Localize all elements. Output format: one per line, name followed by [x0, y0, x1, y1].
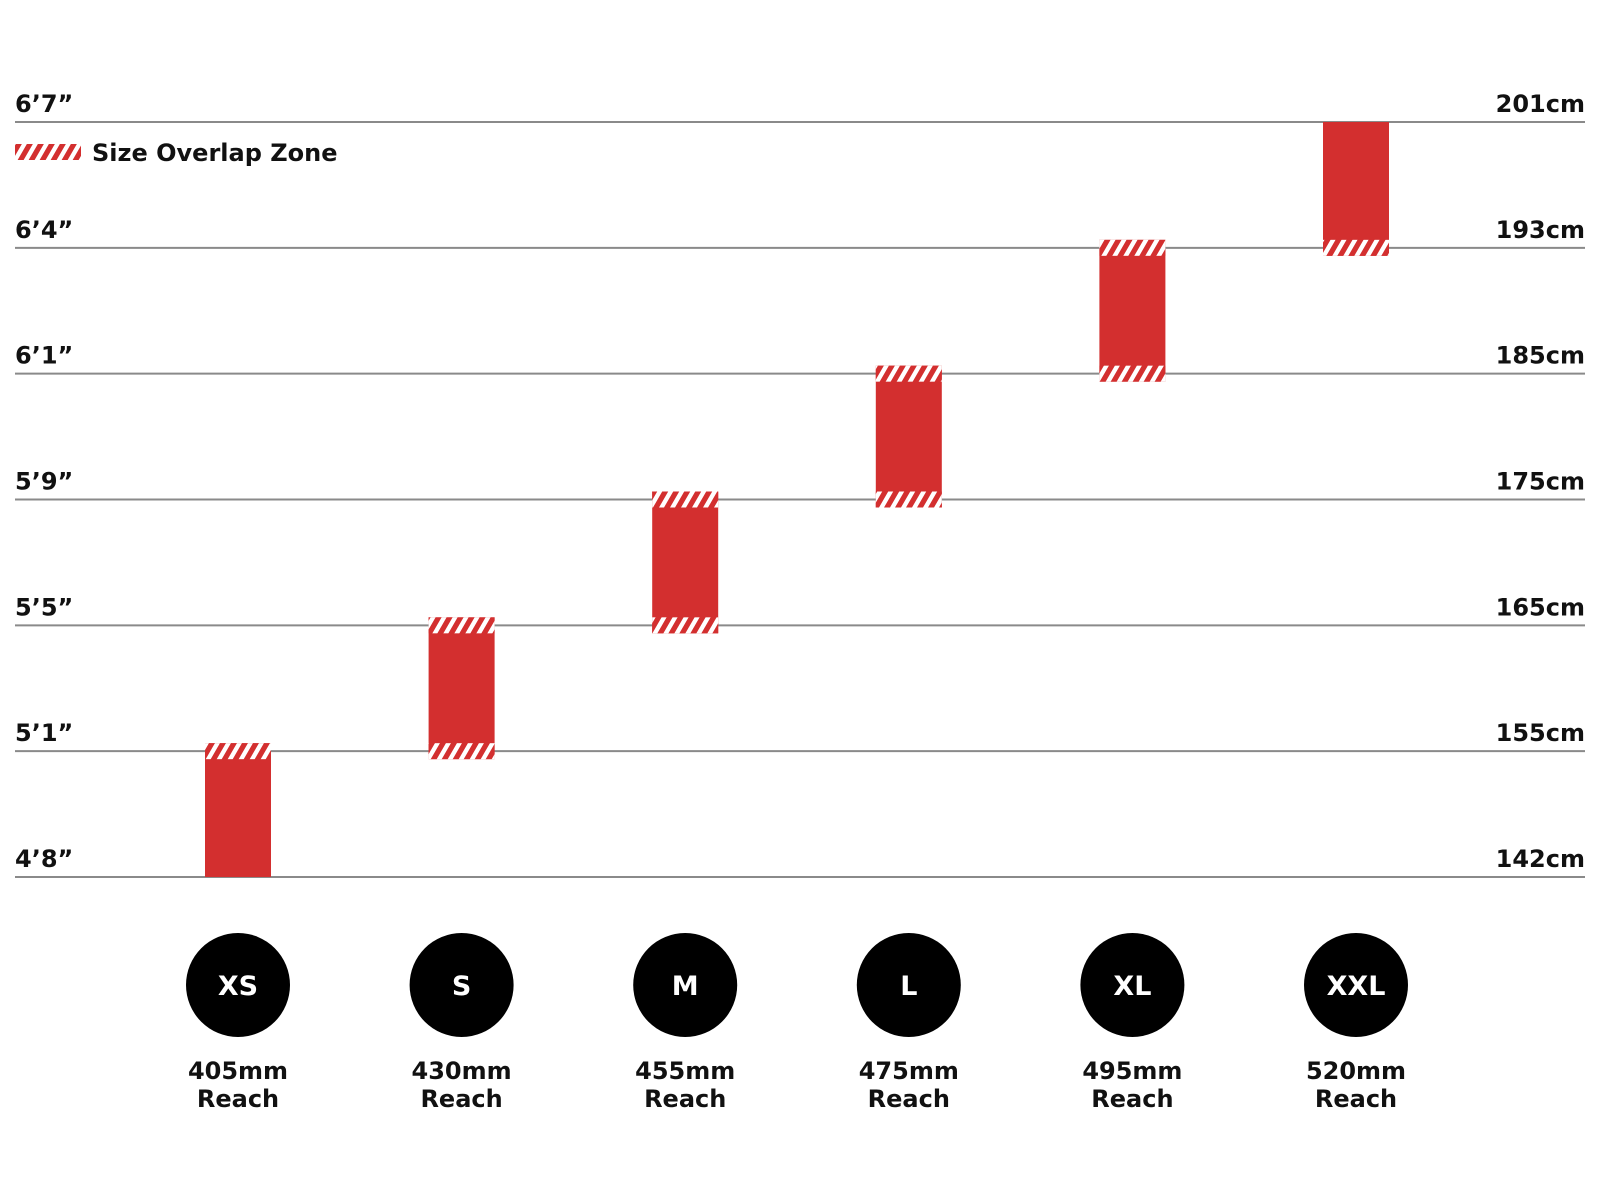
- size-circle: [856, 933, 961, 1037]
- bars: [205, 122, 1389, 877]
- legend-swatch: [15, 144, 81, 160]
- reach-caption: Reach: [644, 1085, 726, 1113]
- tick-label-left: 5’9”: [15, 468, 73, 496]
- tick-label-right: 142cm: [1496, 845, 1585, 873]
- overlap-zone-bottom: [1323, 239, 1389, 256]
- size-label: XXL: [1327, 971, 1386, 1002]
- size-circle: [633, 933, 738, 1037]
- bar-range: [652, 491, 719, 634]
- size-bar-xl: [1099, 239, 1166, 382]
- bar-range: [1323, 122, 1389, 256]
- size-badges: XS405mmReachS430mmReachM455mmReachL475mm…: [186, 933, 1408, 1113]
- reach-value: 430mm: [412, 1057, 512, 1085]
- overlap-zone-bottom: [652, 617, 719, 634]
- overlap-zone-top: [205, 743, 271, 760]
- tick-label-right: 165cm: [1496, 593, 1585, 621]
- size-label: XS: [218, 971, 258, 1002]
- size-circle: [1080, 933, 1185, 1037]
- legend-label: Size Overlap Zone: [92, 139, 337, 167]
- size-bar-xs: [205, 743, 271, 877]
- reach-caption: Reach: [868, 1085, 950, 1113]
- reach-caption: Reach: [197, 1085, 279, 1113]
- tick-label-right: 193cm: [1496, 216, 1585, 244]
- size-bar-xxl: [1323, 122, 1389, 256]
- size-circle: [409, 933, 514, 1037]
- size-label: L: [900, 971, 917, 1002]
- tick-label-left: 4’8”: [15, 845, 73, 873]
- size-bar-l: [875, 365, 942, 508]
- bar-range: [875, 365, 942, 508]
- size-label: XL: [1113, 971, 1151, 1002]
- overlap-zone-bottom: [428, 743, 495, 760]
- overlap-zone-top: [1099, 239, 1166, 256]
- size-circle: [186, 933, 290, 1037]
- tick-label-left: 5’1”: [15, 719, 73, 747]
- reach-value: 475mm: [859, 1057, 959, 1085]
- tick-label-right: 201cm: [1496, 90, 1585, 118]
- tick-label-right: 155cm: [1496, 719, 1585, 747]
- tick-label-left: 5’5”: [15, 593, 73, 621]
- tick-label-right: 185cm: [1496, 342, 1585, 370]
- tick-label-left: 6’7”: [15, 90, 73, 118]
- tick-label-right: 175cm: [1496, 468, 1585, 496]
- overlap-zone-top: [428, 617, 495, 634]
- tick-label-left: 6’4”: [15, 216, 73, 244]
- overlap-zone-top: [652, 491, 719, 508]
- size-label: M: [672, 971, 699, 1002]
- tick-label-left: 6’1”: [15, 342, 73, 370]
- reach-value: 520mm: [1306, 1057, 1406, 1085]
- legend: Size Overlap Zone: [15, 139, 337, 167]
- bar-range: [205, 743, 271, 877]
- overlap-zone-bottom: [1099, 365, 1166, 382]
- size-bar-m: [652, 491, 719, 634]
- bar-range: [428, 617, 495, 760]
- reach-caption: Reach: [1315, 1085, 1397, 1113]
- reach-caption: Reach: [420, 1085, 502, 1113]
- reach-caption: Reach: [1091, 1085, 1173, 1113]
- size-bar-s: [428, 617, 495, 760]
- overlap-zone-bottom: [875, 491, 942, 508]
- gridlines: 4’8” 142cm 5’1” 155cm 5’5” 165cm 5’9” 175cm 6’1”…: [15, 90, 1585, 878]
- overlap-zone-top: [875, 365, 942, 382]
- size-label: S: [452, 971, 471, 1002]
- bar-range: [1099, 239, 1166, 382]
- reach-value: 455mm: [635, 1057, 735, 1085]
- reach-value: 405mm: [188, 1057, 288, 1085]
- size-circle: [1304, 933, 1408, 1037]
- reach-value: 495mm: [1082, 1057, 1182, 1085]
